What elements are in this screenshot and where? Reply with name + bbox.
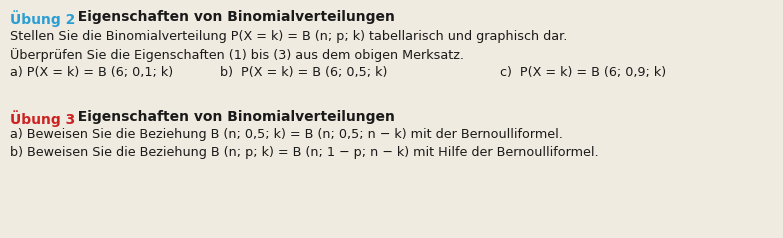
Text: Überprüfen Sie die Eigenschaften (1) bis (3) aus dem obigen Merksatz.: Überprüfen Sie die Eigenschaften (1) bis…	[10, 48, 464, 62]
Text: b)  P(X = k) = B (6; 0,5; k): b) P(X = k) = B (6; 0,5; k)	[220, 66, 388, 79]
Text: c)  P(X = k) = B (6; 0,9; k): c) P(X = k) = B (6; 0,9; k)	[500, 66, 666, 79]
Text: a) Beweisen Sie die Beziehung B (n; 0,5; k) = B (n; 0,5; n − k) mit der Bernoull: a) Beweisen Sie die Beziehung B (n; 0,5;…	[10, 128, 563, 141]
Text: b) Beweisen Sie die Beziehung B (n; p; k) = B (n; 1 − p; n − k) mit Hilfe der Be: b) Beweisen Sie die Beziehung B (n; p; k…	[10, 146, 599, 159]
Text: a) P(X = k) = B (6; 0,1; k): a) P(X = k) = B (6; 0,1; k)	[10, 66, 173, 79]
Text: Übung 3: Übung 3	[10, 110, 75, 127]
Text: Übung 2: Übung 2	[10, 10, 75, 27]
Text: Stellen Sie die Binomialverteilung P(X = k) = B (n; p; k) tabellarisch und graph: Stellen Sie die Binomialverteilung P(X =…	[10, 30, 568, 43]
Text: Eigenschaften von Binomialverteilungen: Eigenschaften von Binomialverteilungen	[68, 110, 395, 124]
Text: Eigenschaften von Binomialverteilungen: Eigenschaften von Binomialverteilungen	[68, 10, 395, 24]
